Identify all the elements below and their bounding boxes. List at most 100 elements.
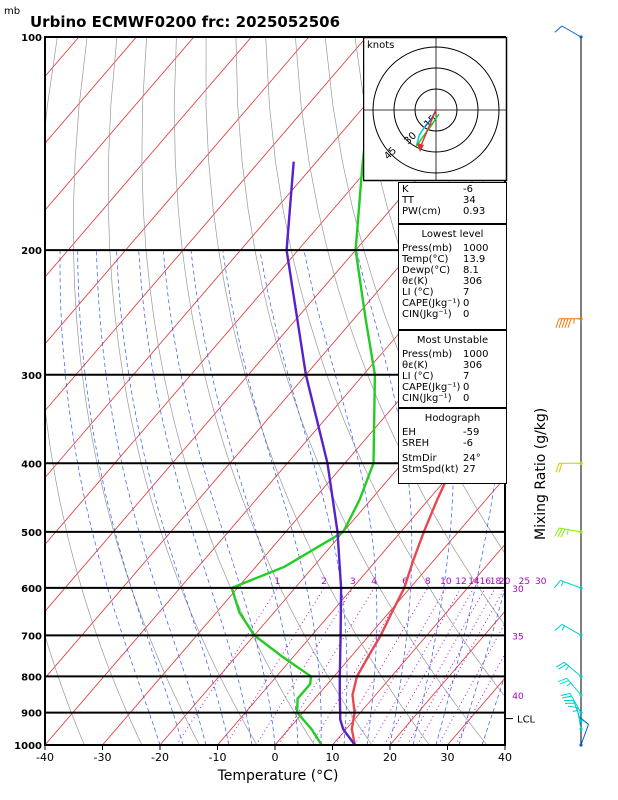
dry-adiabat: [173, 37, 373, 745]
most-unstable-row-value: 1000: [463, 349, 489, 360]
mixing-ratio-tick-label: 4: [371, 577, 377, 587]
pressure-tick-label: 300: [21, 371, 42, 382]
isotherm: [45, 209, 505, 745]
lowest-level-row: CIN(Jkg⁻¹) 0: [402, 309, 503, 320]
x-tick-label: 30: [441, 751, 455, 764]
isotherm: [45, 37, 252, 278]
isotherm: [45, 37, 310, 345]
lowest-level-row-value: 0: [463, 309, 470, 320]
wind-barb-flag: [564, 318, 569, 328]
wind-barb-half-flag: [565, 665, 570, 671]
wind-barb-flag: [562, 695, 572, 699]
pw-label: PW(cm): [402, 206, 441, 217]
mixing-ratio-line: [335, 587, 429, 745]
dry-adiabat: [235, 37, 488, 745]
most-unstable-row: Press(mb) 1000: [402, 349, 503, 360]
theta-label: 30: [512, 585, 524, 595]
most-unstable-row-label: Press(mb): [402, 349, 453, 360]
wind-barb-half-flag: [560, 581, 564, 587]
storm-motion-arrowhead: [417, 143, 424, 152]
wind-barb: [563, 661, 582, 677]
pressure-tick-label: 500: [21, 528, 42, 539]
most-unstable-row-value: 306: [463, 360, 483, 371]
isotherm: [563, 37, 618, 745]
most-unstable-row: CAPE(Jkg⁻¹) 0: [402, 382, 503, 393]
dry-adiabat: [534, 37, 618, 760]
isotherm: [102, 276, 505, 745]
mixing-ratio-tick-label: 14: [468, 577, 480, 587]
wind-barb-flag: [560, 528, 566, 538]
wind-barb-flag: [559, 680, 569, 685]
pressure-tick-label: 200: [21, 246, 42, 257]
lowest-level-row-label: Press(mb): [402, 243, 453, 254]
most-unstable-row: LI (°C) 7: [402, 371, 503, 382]
wind-barb-flag: [554, 25, 563, 33]
wind-barb-flag: [558, 463, 563, 473]
dry-adiabat: [205, 37, 430, 745]
dewpoint-profile: [230, 37, 380, 745]
lowest-level-row-label: Temp(°C): [402, 254, 449, 265]
most-unstable-row-label: θε(K): [402, 360, 428, 371]
storm-motion-arrow: [419, 109, 437, 149]
pressure-unit-label: mb: [4, 6, 20, 17]
wind-barb-flag: [554, 623, 563, 631]
most-unstable-row-label: LI (°C): [402, 371, 434, 382]
theta-label: 40: [512, 692, 524, 702]
moist-adiabat: [59, 250, 161, 745]
most-unstable-row-label: CIN(Jkg⁻¹): [402, 393, 452, 404]
most-unstable-row: CIN(Jkg⁻¹) 0: [402, 393, 503, 404]
wind-barb-dot: [579, 727, 583, 731]
isotherm: [274, 476, 505, 745]
wind-barb: [561, 623, 582, 636]
most-unstable-row: θε(K) 306: [402, 360, 503, 371]
dry-adiabat: [0, 37, 33, 760]
hodograph-unit-label: knots: [367, 40, 394, 51]
isotherm: [45, 37, 195, 211]
isotherm: [45, 37, 425, 479]
dry-adiabat: [265, 37, 505, 698]
wind-barb-flag: [557, 528, 563, 538]
isotherm: [217, 410, 505, 745]
x-tick-label: -20: [151, 751, 169, 764]
hodograph-row: StmSpd(kt) 27: [402, 464, 503, 475]
pressure-tick-label: 100: [21, 33, 42, 44]
k-index-value: -6: [463, 184, 473, 195]
lowest-level-row: Temp(°C) 13.9: [402, 254, 503, 265]
most-unstable-row-value: 7: [463, 371, 470, 382]
most-unstable-row-label: CAPE(Jkg⁻¹): [402, 382, 461, 393]
wind-barb-flag: [554, 527, 560, 537]
lowest-level-header: Lowest level: [421, 229, 484, 240]
wind-barb: [569, 693, 582, 713]
lowest-level-row-label: CIN(Jkg⁻¹): [402, 309, 452, 320]
hodograph-row: SREH -6: [402, 438, 503, 449]
wind-barb-flag: [561, 318, 566, 328]
lowest-level-row: Dewp(°C) 8.1: [402, 265, 503, 276]
moist-adiabat: [96, 250, 207, 745]
hodograph-row-label: StmSpd(kt): [402, 464, 459, 475]
mixing-ratio-line: [225, 587, 325, 745]
mixing-ratio-label: Mixing Ratio (g/kg): [533, 408, 549, 540]
moist-adiabat: [190, 250, 299, 745]
mixing-ratio-tick-label: 1: [275, 577, 281, 587]
chart-title: Urbino ECMWF0200 frc: 2025052506: [30, 13, 340, 31]
hodograph-header: Hodograph: [424, 413, 481, 424]
hodograph-row-label: StmDir: [402, 453, 437, 464]
wind-barb-flag: [558, 318, 563, 328]
wind-barb-half-flag: [566, 529, 569, 535]
mixing-ratio-line: [384, 587, 475, 745]
hodograph-row-label: EH: [402, 427, 416, 438]
most-unstable-row-value: 0: [463, 393, 470, 404]
wind-barb-half-flag: [561, 625, 565, 631]
lowest-level-row-label: θε(K): [402, 276, 428, 287]
wind-barb-flag: [554, 580, 561, 589]
wind-barb-flag: [580, 718, 589, 725]
dry-adiabat: [141, 37, 315, 745]
wind-barb-flag: [567, 318, 572, 328]
hodograph-row-value: -6: [463, 438, 473, 449]
x-tick-label: 40: [498, 751, 512, 764]
hodograph-row-label: SREH: [402, 438, 430, 449]
isotherm: [45, 37, 367, 412]
isotherm: [389, 610, 505, 745]
wind-barb-flag: [555, 463, 560, 473]
